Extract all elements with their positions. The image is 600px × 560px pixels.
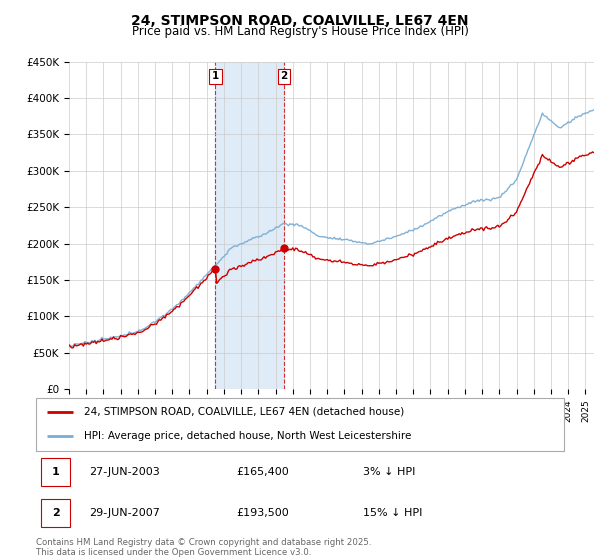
- FancyBboxPatch shape: [41, 458, 70, 487]
- Text: 15% ↓ HPI: 15% ↓ HPI: [364, 508, 423, 518]
- Text: 27-JUN-2003: 27-JUN-2003: [89, 467, 160, 477]
- Text: 2: 2: [281, 71, 288, 81]
- Text: £193,500: £193,500: [236, 508, 289, 518]
- Bar: [215, 62, 284, 389]
- Text: Price paid vs. HM Land Registry's House Price Index (HPI): Price paid vs. HM Land Registry's House …: [131, 25, 469, 38]
- Text: Contains HM Land Registry data © Crown copyright and database right 2025.
This d: Contains HM Land Registry data © Crown c…: [36, 538, 371, 557]
- Text: 29-JUN-2007: 29-JUN-2007: [89, 508, 160, 518]
- Text: 24, STIMPSON ROAD, COALVILLE, LE67 4EN: 24, STIMPSON ROAD, COALVILLE, LE67 4EN: [131, 14, 469, 28]
- FancyBboxPatch shape: [36, 398, 564, 451]
- Text: £165,400: £165,400: [236, 467, 289, 477]
- Text: 24, STIMPSON ROAD, COALVILLE, LE67 4EN (detached house): 24, STIMPSON ROAD, COALVILLE, LE67 4EN (…: [83, 407, 404, 417]
- Text: 2: 2: [52, 508, 59, 518]
- Text: 1: 1: [52, 467, 59, 477]
- Text: 1: 1: [212, 71, 219, 81]
- Text: 3% ↓ HPI: 3% ↓ HPI: [364, 467, 416, 477]
- Text: HPI: Average price, detached house, North West Leicestershire: HPI: Average price, detached house, Nort…: [83, 431, 411, 441]
- FancyBboxPatch shape: [41, 498, 70, 527]
